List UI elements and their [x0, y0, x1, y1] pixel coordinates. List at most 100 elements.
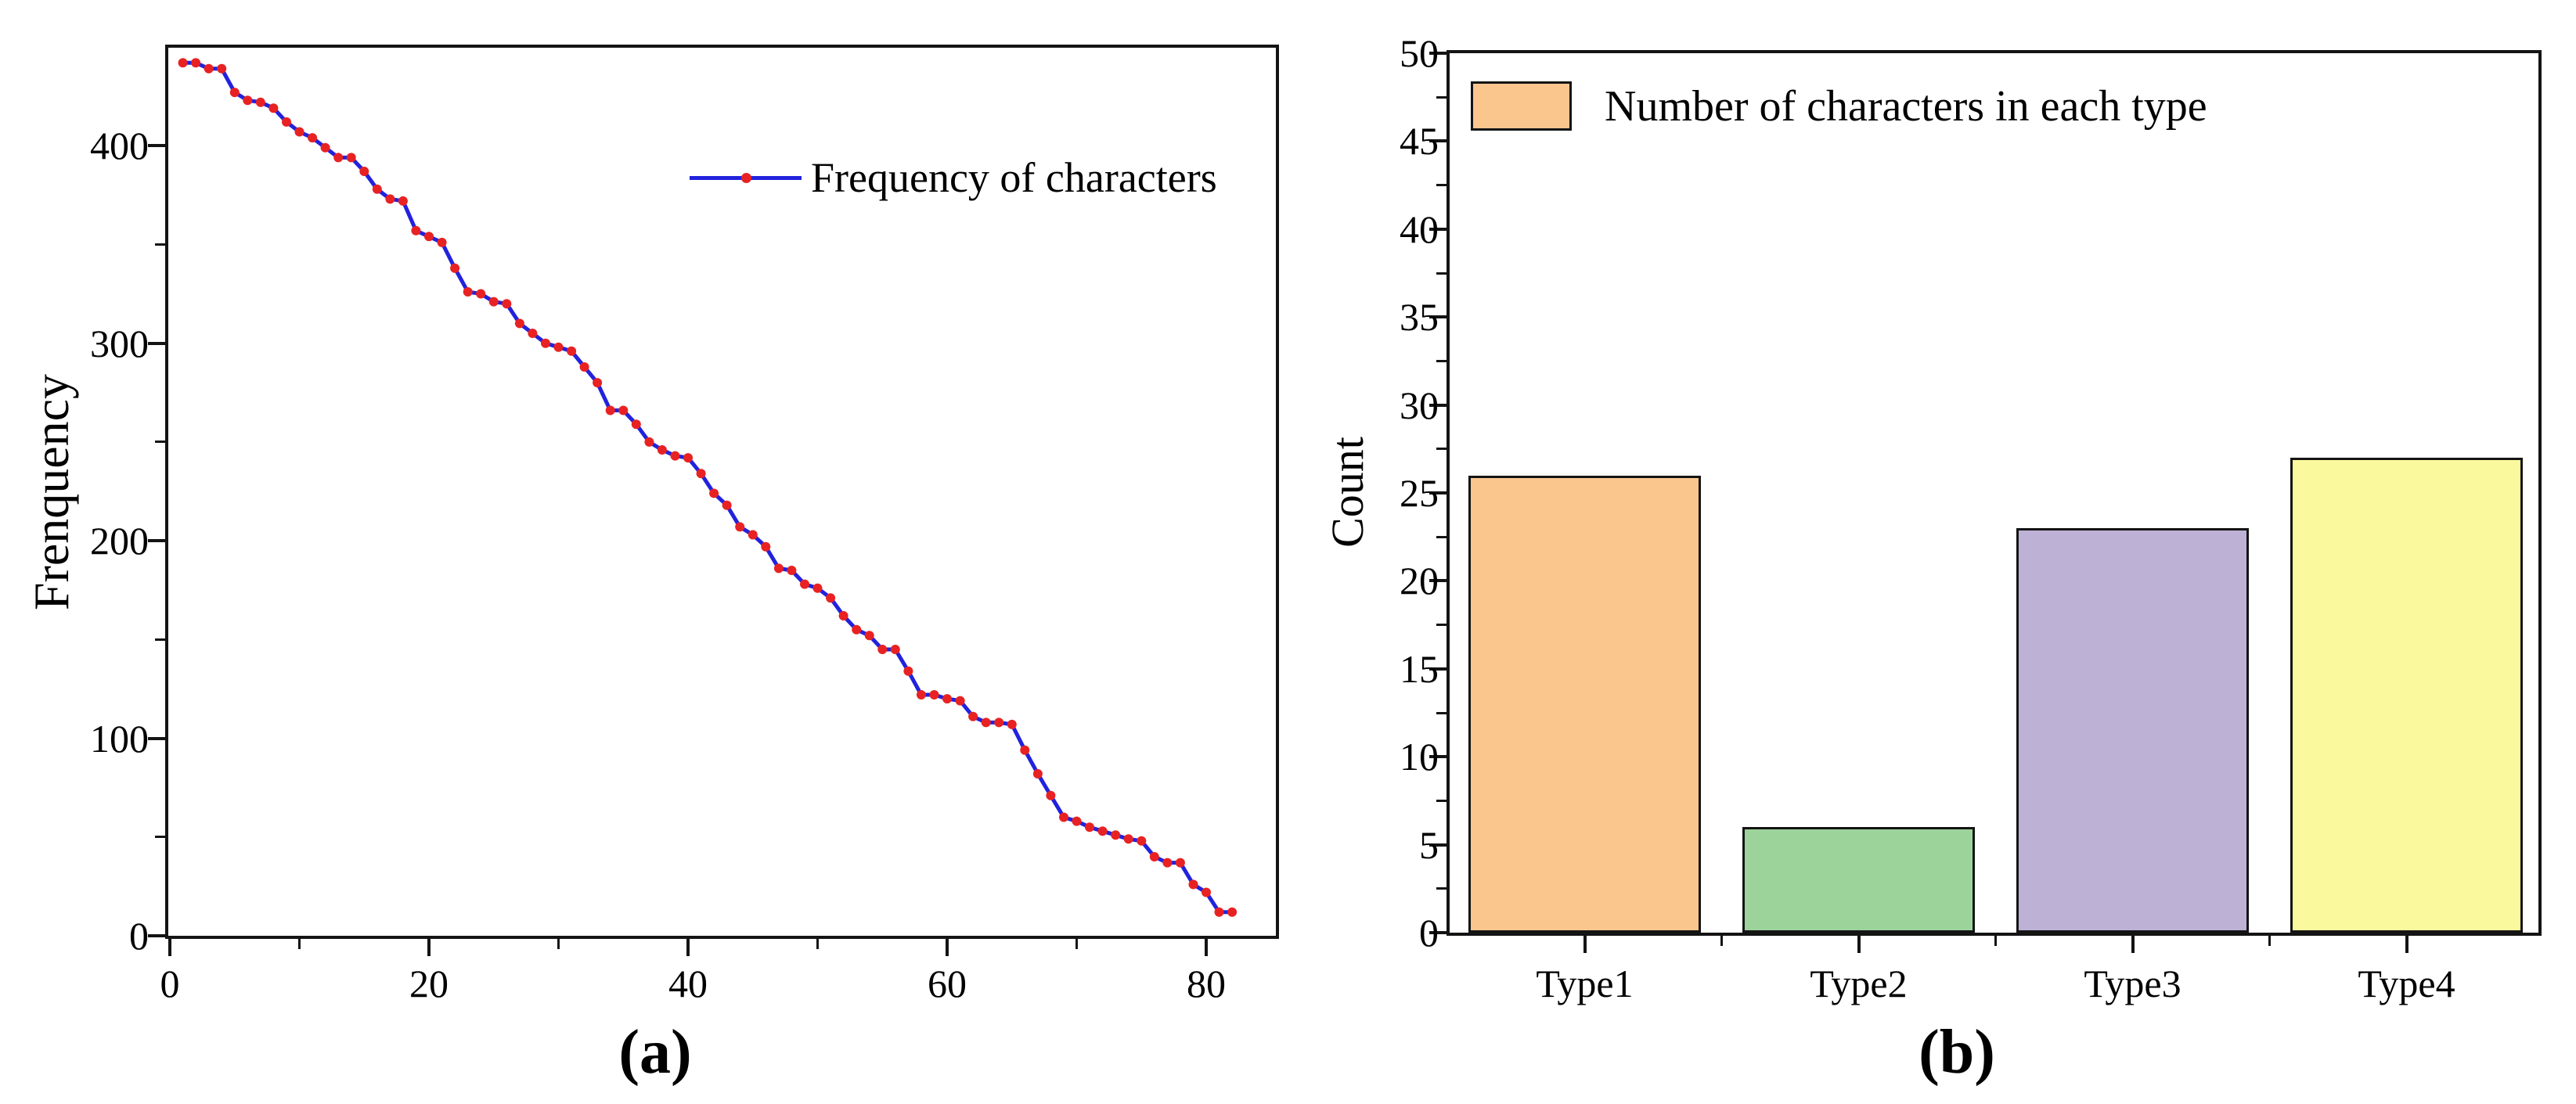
data-point-marker: [826, 593, 836, 603]
data-point-marker: [748, 530, 758, 540]
y-tick-major: [1429, 227, 1447, 231]
y-tick-major: [148, 341, 165, 345]
y-tick-major: [1429, 579, 1447, 583]
y-tick-minor: [155, 836, 165, 839]
x-tick-major: [427, 939, 431, 956]
y-tick-label: 0: [1419, 911, 1439, 955]
data-point-marker: [294, 127, 304, 137]
data-point-marker: [217, 63, 227, 74]
data-point-marker: [890, 645, 900, 654]
data-point-marker: [773, 563, 784, 574]
data-point-marker: [1007, 719, 1017, 729]
data-point-marker: [800, 579, 809, 589]
y-tick-label: 0: [129, 914, 149, 958]
panel-b-plot-frame: Number of characters in each type: [1447, 50, 2542, 936]
x-tick-label: Type1: [1536, 962, 1634, 1005]
y-tick-major: [148, 539, 165, 543]
y-tick-label: 40: [1400, 207, 1439, 251]
x-tick-label: 60: [928, 962, 967, 1005]
data-point-marker: [605, 405, 615, 415]
data-point-marker: [1149, 852, 1159, 861]
data-point-marker: [385, 194, 395, 204]
x-tick-major: [2131, 936, 2135, 953]
x-tick-label: 0: [160, 962, 180, 1005]
data-point-marker: [1162, 858, 1173, 868]
y-tick-label: 100: [90, 716, 149, 761]
data-point-marker: [1175, 858, 1185, 868]
y-tick-label: 50: [1400, 31, 1439, 75]
data-point-marker: [191, 58, 201, 68]
y-tick-minor: [1436, 799, 1447, 802]
y-tick-minor: [1436, 535, 1447, 538]
data-point-marker: [308, 133, 318, 143]
y-tick-major: [148, 144, 165, 148]
y-tick-major: [1429, 403, 1447, 407]
data-point-marker: [411, 225, 421, 236]
x-tick-minor: [1075, 939, 1078, 949]
data-point-marker: [178, 58, 188, 68]
data-point-marker: [398, 196, 408, 206]
y-tick-minor: [155, 638, 165, 641]
y-tick-minor: [155, 441, 165, 444]
data-point-marker: [787, 566, 797, 575]
data-point-marker: [359, 167, 369, 176]
data-point-marker: [1137, 836, 1147, 846]
x-tick-label: 80: [1187, 962, 1226, 1005]
data-point-marker: [994, 717, 1004, 728]
y-tick-major: [1429, 843, 1447, 847]
y-tick-major: [1429, 315, 1447, 319]
data-point-marker: [929, 690, 939, 699]
data-point-marker: [852, 624, 862, 635]
x-tick-label: Type4: [2358, 962, 2455, 1005]
y-tick-major: [1429, 755, 1447, 759]
y-tick-label: 45: [1400, 119, 1439, 164]
x-tick-major: [1857, 936, 1861, 953]
y-tick-major: [1429, 667, 1447, 671]
y-tick-label: 20: [1400, 559, 1439, 603]
data-point-marker: [593, 378, 603, 388]
data-point-marker: [903, 666, 913, 676]
x-tick-major: [946, 939, 949, 956]
data-point-marker: [229, 88, 240, 98]
y-tick-minor: [1436, 624, 1447, 627]
y-tick-major: [1429, 52, 1447, 55]
data-point-marker: [657, 445, 667, 455]
data-point-marker: [709, 488, 719, 498]
panel-b-legend-label: Number of characters in each type: [1605, 81, 2207, 131]
y-tick-label: 25: [1400, 471, 1439, 515]
data-point-marker: [579, 362, 589, 372]
data-point-marker: [942, 694, 952, 704]
data-point-marker: [761, 541, 771, 552]
data-point-marker: [722, 500, 732, 510]
panel-b-caption: (b): [1918, 1018, 1995, 1087]
y-tick-label: 35: [1400, 295, 1439, 340]
data-point-marker: [424, 232, 434, 242]
y-tick-minor: [1436, 448, 1447, 451]
panel-a-caption: (a): [618, 1018, 692, 1087]
data-point-marker: [255, 97, 265, 107]
panel-a-legend-label: Frequency of characters: [811, 154, 1217, 201]
y-tick-major: [148, 934, 165, 937]
y-tick-label: 200: [90, 519, 149, 563]
y-tick-minor: [1436, 359, 1447, 362]
data-point-marker: [631, 419, 641, 430]
data-point-marker: [618, 405, 629, 415]
data-point-marker: [450, 263, 460, 273]
data-point-marker: [204, 63, 214, 74]
legend-line-sample: [690, 172, 802, 183]
frequency-line: [182, 60, 1233, 915]
data-point-marker: [476, 289, 486, 299]
data-point-marker: [1123, 834, 1133, 844]
data-point-marker: [243, 95, 253, 106]
x-tick-minor: [298, 939, 301, 949]
x-tick-minor: [2268, 936, 2271, 946]
data-point-marker: [333, 153, 344, 163]
data-point-marker: [1227, 907, 1238, 917]
data-point-marker: [1202, 887, 1211, 897]
panel-a-legend: Frequency of characters: [690, 156, 1217, 199]
y-tick-label: 10: [1400, 735, 1439, 779]
y-tick-minor: [1436, 184, 1447, 187]
legend-swatch: [1471, 81, 1572, 131]
x-tick-label: Type2: [1810, 962, 1908, 1005]
data-point-marker: [320, 142, 330, 153]
